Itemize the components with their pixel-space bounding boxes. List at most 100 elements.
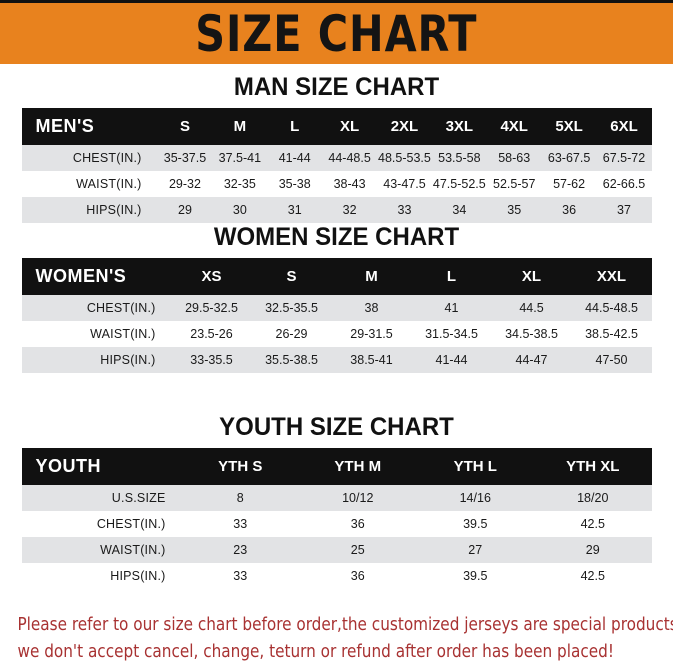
measurement-cell: 67.5-72: [596, 145, 652, 171]
measurement-cell: 37: [596, 197, 652, 223]
size-table-women: WOMEN'S XS S M L XL XXL CHEST(IN.) 29.5-32.5 32.5…: [21, 258, 652, 373]
table-row: CHEST(IN.) 33 36 39.5 42.5: [21, 511, 652, 537]
measurement-cell: 34.5-38.5: [491, 321, 572, 347]
measurement-cell: 36: [299, 511, 417, 537]
footer-line-2: we don't accept cancel, change, teturn o…: [17, 642, 614, 662]
measurement-cell: 36: [299, 563, 417, 589]
measurement-cell: 23.5-26: [171, 321, 252, 347]
row-label: WAIST(IN.): [21, 537, 182, 563]
measurement-cell: 42.5: [534, 563, 652, 589]
measurement-cell: 37.5-41: [212, 145, 268, 171]
measurement-cell: 35.5-38.5: [251, 347, 332, 373]
measurement-cell: 53.5-58: [431, 145, 487, 171]
column-header-yth-l: YTH L: [453, 458, 497, 475]
table-row: HIPS(IN.) 29 30 31 32 33 34 35 36 37: [21, 197, 652, 223]
section-title-youth: YOUTH SIZE CHART: [219, 413, 454, 441]
row-label: HIPS(IN.): [21, 347, 172, 373]
row-label: WAIST(IN.): [21, 171, 158, 197]
table-header-row: YOUTH YTH S YTH M YTH L YTH XL: [21, 448, 652, 485]
column-header-yth-s: YTH S: [218, 458, 263, 475]
section-youth-size-chart: YOUTH SIZE CHART YOUTH YTH S YTH M YTH L YTH…: [0, 412, 673, 589]
measurement-cell: 39.5: [416, 563, 534, 589]
column-header-m: M: [365, 268, 378, 285]
footer-line-1: Please refer to our size chart before or…: [17, 615, 673, 635]
measurement-cell: 29-31.5: [331, 321, 412, 347]
measurement-cell: 47.5-52.5: [431, 171, 487, 197]
measurement-cell: 63-67.5: [541, 145, 597, 171]
measurement-cell: 30: [212, 197, 268, 223]
section-title-man: MAN SIZE CHART: [233, 73, 440, 101]
table-row: U.S.SIZE 8 10/12 14/16 18/20: [21, 485, 652, 511]
measurement-cell: 25: [299, 537, 417, 563]
measurement-cell: 41: [411, 295, 492, 321]
measurement-cell: 43-47.5: [377, 171, 432, 197]
column-header-xs: XS: [201, 268, 222, 285]
column-header-yth-m: YTH M: [334, 458, 382, 475]
table-row: CHEST(IN.) 29.5-32.5 32.5-35.5 38 41 44.5 44.5…: [21, 295, 652, 321]
measurement-cell: 29: [534, 537, 652, 563]
measurement-cell: 32: [322, 197, 378, 223]
measurement-cell: 27: [416, 537, 534, 563]
column-header-yth-xl: YTH XL: [566, 458, 620, 475]
measurement-cell: 62-66.5: [596, 171, 652, 197]
measurement-cell: 32-35: [212, 171, 268, 197]
row-label-header: MEN'S: [35, 116, 95, 136]
measurement-cell: 48.5-53.5: [377, 145, 432, 171]
table-wrap-youth: YOUTH YTH S YTH M YTH L YTH XL U.S.SIZE 8 10/12…: [21, 448, 652, 589]
size-table-man: MEN'S S M L XL 2XL 3XL 4XL 5XL 6XL CHEST(IN.) 35-37…: [21, 108, 652, 223]
measurement-cell: 33: [377, 197, 432, 223]
page-title: SIZE CHART: [195, 4, 478, 63]
column-header-xl: XL: [339, 118, 360, 135]
measurement-cell: 38.5-42.5: [571, 321, 652, 347]
measurement-cell: 57-62: [541, 171, 597, 197]
measurement-cell: 18/20: [534, 485, 652, 511]
section-women-size-chart: WOMEN SIZE CHART WOMEN'S XS S M L XL XXL CHEST(…: [0, 222, 673, 373]
measurement-cell: 29: [157, 197, 213, 223]
measurement-cell: 42.5: [534, 511, 652, 537]
measurement-cell: 35-38: [267, 171, 323, 197]
measurement-cell: 34: [431, 197, 487, 223]
section-man-size-chart: MAN SIZE CHART MEN'S S M L XL 2XL 3XL 4XL 5XL 6XL…: [0, 72, 673, 223]
measurement-cell: 52.5-57: [486, 171, 542, 197]
row-label: CHEST(IN.): [21, 511, 182, 537]
table-wrap-women: WOMEN'S XS S M L XL XXL CHEST(IN.) 29.5-32.5 32.5…: [21, 258, 652, 373]
table-row: HIPS(IN.) 33 36 39.5 42.5: [21, 563, 652, 589]
measurement-cell: 47-50: [571, 347, 652, 373]
table-row: HIPS(IN.) 33-35.5 35.5-38.5 38.5-41 41-44 44-…: [21, 347, 652, 373]
measurement-cell: 33: [181, 511, 299, 537]
column-header-3xl: 3XL: [445, 118, 474, 135]
measurement-cell: 26-29: [251, 321, 332, 347]
column-header-2xl: 2XL: [390, 118, 419, 135]
row-label-header: WOMEN'S: [35, 266, 127, 286]
measurement-cell: 38.5-41: [331, 347, 412, 373]
measurement-cell: 33-35.5: [171, 347, 252, 373]
measurement-cell: 44.5: [491, 295, 572, 321]
column-header-4xl: 4XL: [500, 118, 528, 135]
measurement-cell: 31.5-34.5: [411, 321, 492, 347]
column-header-6xl: 6XL: [610, 118, 638, 135]
measurement-cell: 41-44: [267, 145, 323, 171]
measurement-cell: 33: [181, 563, 299, 589]
measurement-cell: 39.5: [416, 511, 534, 537]
table-row: WAIST(IN.) 29-32 32-35 35-38 38-43 43-47.5 47.…: [21, 171, 652, 197]
measurement-cell: 41-44: [411, 347, 492, 373]
section-title-women: WOMEN SIZE CHART: [213, 223, 460, 251]
measurement-cell: 38: [331, 295, 412, 321]
table-row: CHEST(IN.) 35-37.5 37.5-41 41-44 44-48.5 48.5…: [21, 145, 652, 171]
column-header-s: S: [286, 268, 297, 285]
column-header-5xl: 5XL: [555, 118, 583, 135]
table-row: WAIST(IN.) 23.5-26 26-29 29-31.5 31.5-34.5 34…: [21, 321, 652, 347]
column-header-l: L: [290, 118, 300, 135]
row-label-header: YOUTH: [35, 456, 101, 476]
measurement-cell: 31: [267, 197, 323, 223]
column-header-l: L: [446, 268, 457, 285]
measurement-cell: 8: [181, 485, 299, 511]
row-label: U.S.SIZE: [21, 485, 182, 511]
table-header-row: WOMEN'S XS S M L XL XXL: [21, 258, 652, 295]
measurement-cell: 10/12: [299, 485, 417, 511]
measurement-cell: 44-48.5: [322, 145, 378, 171]
measurement-cell: 29-32: [157, 171, 213, 197]
column-header-xxl: XXL: [596, 268, 627, 285]
footer-disclaimer: Please refer to our size chart before or…: [0, 612, 673, 666]
size-chart-banner: SIZE CHART: [0, 0, 673, 64]
